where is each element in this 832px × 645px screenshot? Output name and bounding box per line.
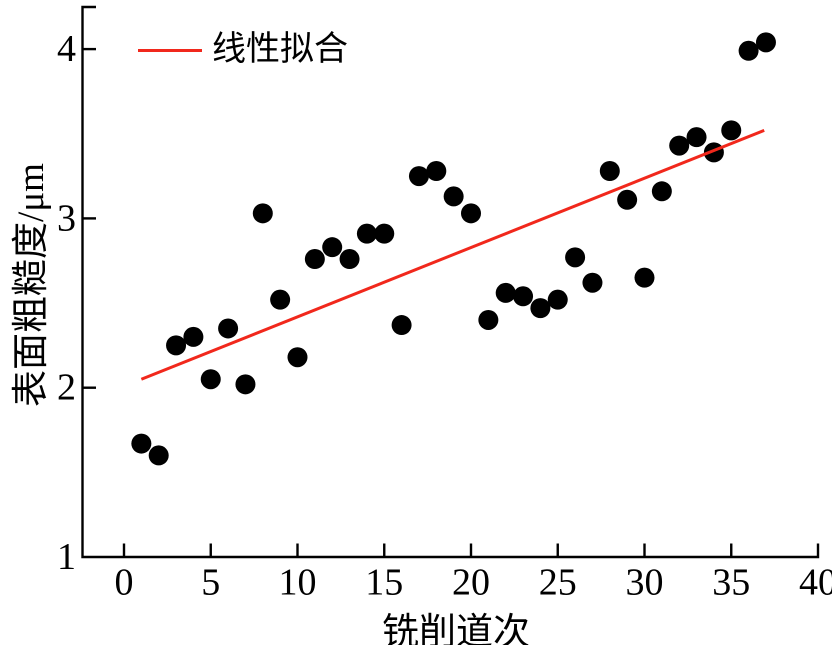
scatter-point (669, 135, 690, 156)
scatter-point (755, 32, 776, 53)
x-tick-label: 0 (115, 561, 134, 603)
scatter-point (148, 445, 169, 466)
scatter-point (565, 247, 586, 268)
legend: 线性拟合 (138, 28, 348, 72)
axis-spines (81, 5, 820, 559)
fit-line (140, 128, 765, 381)
scatter-point (651, 181, 672, 202)
scatter-point (617, 189, 638, 210)
scatter-point (426, 160, 447, 181)
scatter-point (513, 286, 534, 307)
x-tick-label: 5 (201, 561, 220, 603)
scatter-point (443, 186, 464, 207)
scatter-point (478, 309, 499, 330)
scatter-point (738, 40, 759, 61)
y-axis-title: 表面粗糙度/μm (11, 163, 52, 407)
scatter-point (686, 127, 707, 148)
scatter-point (200, 369, 221, 390)
x-tick-label: 30 (626, 561, 664, 603)
scatter-point (270, 289, 291, 310)
scatter-point (166, 335, 187, 356)
scatter-point (530, 298, 551, 319)
scatter-point (461, 203, 481, 224)
scatter-point (218, 318, 239, 339)
scatter-point (408, 166, 429, 187)
scatter-point (183, 326, 204, 347)
x-tick-label: 15 (365, 561, 403, 603)
scatter-point (356, 223, 377, 244)
scatter-point (599, 160, 620, 181)
scatter-point (721, 120, 742, 141)
scatter-point (495, 282, 516, 303)
scatter-point (235, 374, 256, 395)
scatter-point (634, 267, 655, 288)
x-tick-label: 35 (712, 561, 750, 603)
scatter-point (304, 249, 325, 270)
scatter-point (547, 289, 568, 310)
y-tick-label: 1 (57, 536, 76, 578)
legend-fit-line-sample (138, 48, 202, 52)
legend-label: 线性拟合 (212, 31, 348, 68)
scatter-point (322, 237, 343, 258)
x-tick-label: 20 (452, 561, 490, 603)
y-tick-label: 4 (57, 28, 76, 70)
scatter-point (582, 272, 603, 293)
scatter-point (252, 203, 273, 224)
scatter-point (131, 433, 152, 454)
y-tick-label: 2 (57, 367, 76, 409)
y-tick-label: 3 (57, 197, 76, 239)
scatter-point (339, 249, 360, 270)
scatter-point (391, 315, 412, 336)
scatter-point (374, 223, 395, 244)
x-tick-label: 25 (539, 561, 577, 603)
scatter-point (287, 347, 308, 368)
x-tick-label: 10 (279, 561, 317, 603)
x-axis-title: 铣削道次 (382, 612, 530, 645)
x-tick-label: 40 (799, 561, 832, 603)
